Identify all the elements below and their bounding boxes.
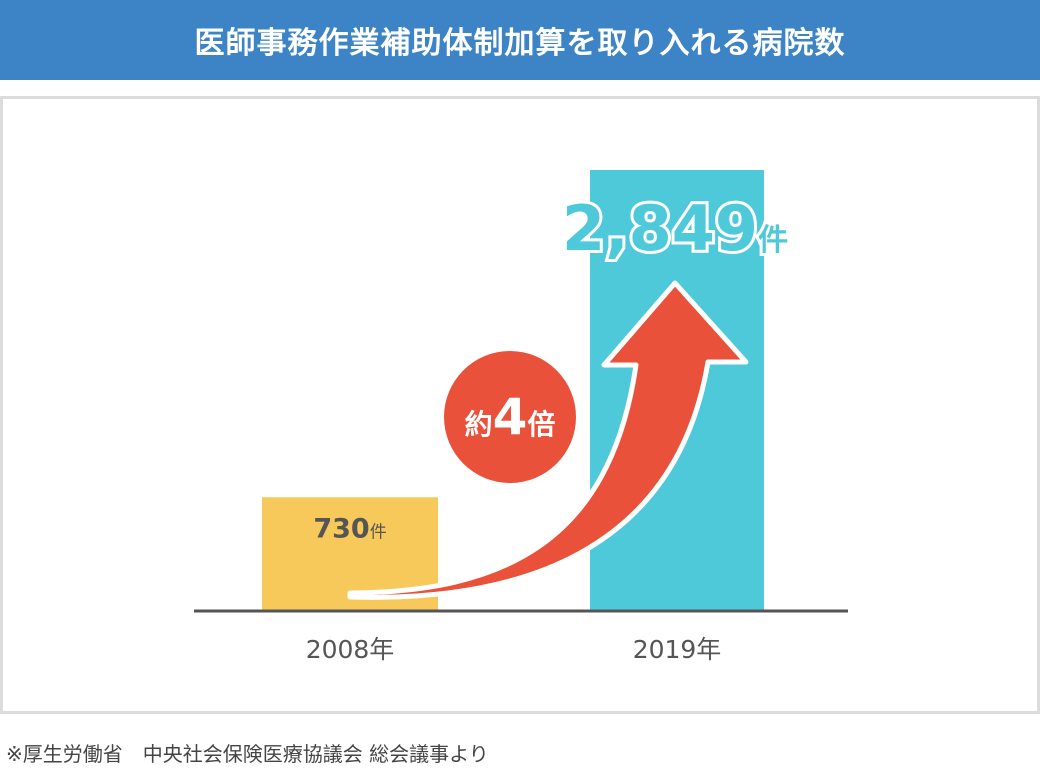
data-label-2019-number: 2,849 — [562, 192, 758, 265]
growth-badge-text: 約4倍 — [465, 388, 556, 446]
x-tick-label-2008: 2008年 — [306, 635, 395, 664]
data-label-2019-unit: 件 — [758, 223, 788, 258]
growth-arrow — [347, 280, 749, 600]
chart-title: 医師事務作業補助体制加算を取り入れる病院数 — [194, 26, 846, 61]
data-label-2008: 730件 — [313, 513, 386, 544]
growth-badge — [444, 351, 576, 483]
chart-header: 医師事務作業補助体制加算を取り入れる病院数 — [0, 0, 1040, 80]
source-note: ※厚生労働省 中央社会保険医療協議会 総会議事より — [6, 742, 489, 766]
data-label-2008-number: 730 — [313, 513, 369, 544]
data-label-2019: 2,849件 — [562, 192, 788, 265]
growth-badge-number: 4 — [493, 388, 528, 446]
growth-badge-prefix: 約 — [465, 408, 493, 441]
x-tick-label-2019: 2019年 — [633, 635, 722, 664]
growth-badge-suffix: 倍 — [527, 408, 555, 441]
data-label-2008-unit: 件 — [370, 522, 387, 542]
